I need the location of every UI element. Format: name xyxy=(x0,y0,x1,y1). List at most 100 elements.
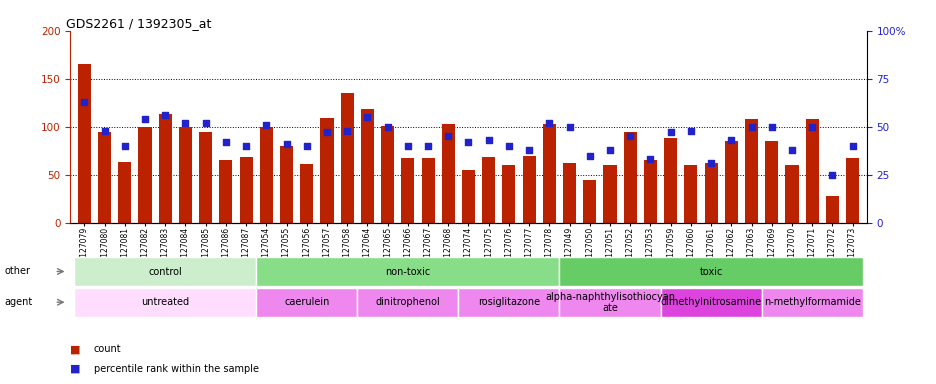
Text: other: other xyxy=(5,266,31,276)
Point xyxy=(400,143,415,149)
Point xyxy=(340,127,355,134)
Text: count: count xyxy=(94,344,121,354)
Point xyxy=(764,124,779,130)
Point xyxy=(581,152,596,159)
Bar xyxy=(559,288,660,317)
Bar xyxy=(563,163,576,223)
Bar xyxy=(522,156,535,223)
Text: dinitrophenol: dinitrophenol xyxy=(375,297,440,308)
Bar xyxy=(660,288,761,317)
Text: GDS2261 / 1392305_at: GDS2261 / 1392305_at xyxy=(66,17,212,30)
Point xyxy=(359,114,374,120)
Text: alpha-naphthylisothiocyan
ate: alpha-naphthylisothiocyan ate xyxy=(545,291,674,313)
Bar xyxy=(744,119,757,223)
Point xyxy=(97,127,112,134)
Point xyxy=(521,147,536,153)
Text: non-toxic: non-toxic xyxy=(385,266,430,277)
Point xyxy=(218,139,233,145)
Point xyxy=(279,141,294,147)
Text: caerulein: caerulein xyxy=(284,297,329,308)
Bar xyxy=(623,131,636,223)
Bar xyxy=(360,109,373,223)
Bar xyxy=(765,141,778,223)
Text: agent: agent xyxy=(5,297,33,307)
Point xyxy=(824,172,839,178)
Bar xyxy=(357,288,458,317)
Bar xyxy=(845,159,858,223)
Point xyxy=(602,147,617,153)
Bar xyxy=(542,124,555,223)
Point xyxy=(562,124,577,130)
Bar xyxy=(98,131,111,223)
Text: rosiglitazone: rosiglitazone xyxy=(477,297,539,308)
Point xyxy=(461,139,475,145)
Bar xyxy=(300,164,313,223)
Bar xyxy=(582,180,595,223)
Text: n-methylformamide: n-methylformamide xyxy=(763,297,859,308)
Bar xyxy=(603,165,616,223)
Point xyxy=(541,120,556,126)
Point xyxy=(804,124,819,130)
Point xyxy=(682,127,697,134)
Point xyxy=(663,129,678,136)
Text: control: control xyxy=(148,266,182,277)
Bar xyxy=(139,127,152,223)
Bar xyxy=(761,288,862,317)
Point xyxy=(380,124,395,130)
Point xyxy=(157,112,172,118)
Text: percentile rank within the sample: percentile rank within the sample xyxy=(94,364,258,374)
Bar xyxy=(256,288,357,317)
Bar xyxy=(724,141,737,223)
Bar xyxy=(559,257,862,286)
Text: dimethylnitrosamine: dimethylnitrosamine xyxy=(660,297,761,308)
Bar xyxy=(421,159,434,223)
Bar xyxy=(784,165,797,223)
Text: ■: ■ xyxy=(70,344,80,354)
Bar xyxy=(805,119,818,223)
Point xyxy=(723,137,738,143)
Point xyxy=(319,129,334,136)
Bar xyxy=(461,170,475,223)
Bar xyxy=(683,165,696,223)
Bar xyxy=(320,118,333,223)
Point xyxy=(783,147,798,153)
Point xyxy=(501,143,516,149)
Bar xyxy=(74,288,256,317)
Point xyxy=(198,120,213,126)
Bar xyxy=(502,165,515,223)
Bar xyxy=(256,257,559,286)
Point xyxy=(178,120,193,126)
Bar xyxy=(78,65,91,223)
Bar xyxy=(482,157,495,223)
Point xyxy=(642,156,657,162)
Point xyxy=(117,143,132,149)
Bar xyxy=(240,157,253,223)
Bar xyxy=(259,127,272,223)
Point xyxy=(138,116,153,122)
Bar xyxy=(664,138,677,223)
Point xyxy=(299,143,314,149)
Text: toxic: toxic xyxy=(698,266,722,277)
Bar xyxy=(199,131,212,223)
Bar xyxy=(825,196,838,223)
Bar xyxy=(381,126,394,223)
Bar xyxy=(219,161,232,223)
Bar xyxy=(179,127,192,223)
Bar xyxy=(441,124,454,223)
Bar xyxy=(341,93,354,223)
Bar xyxy=(401,159,414,223)
Bar xyxy=(74,257,256,286)
Point xyxy=(844,143,859,149)
Point xyxy=(420,143,435,149)
Bar xyxy=(280,146,293,223)
Bar xyxy=(704,163,717,223)
Point xyxy=(440,133,455,139)
Point xyxy=(703,160,718,166)
Bar xyxy=(158,114,171,223)
Point xyxy=(743,124,758,130)
Point xyxy=(77,99,92,105)
Bar xyxy=(643,161,656,223)
Bar xyxy=(458,288,559,317)
Point xyxy=(481,137,496,143)
Text: untreated: untreated xyxy=(141,297,189,308)
